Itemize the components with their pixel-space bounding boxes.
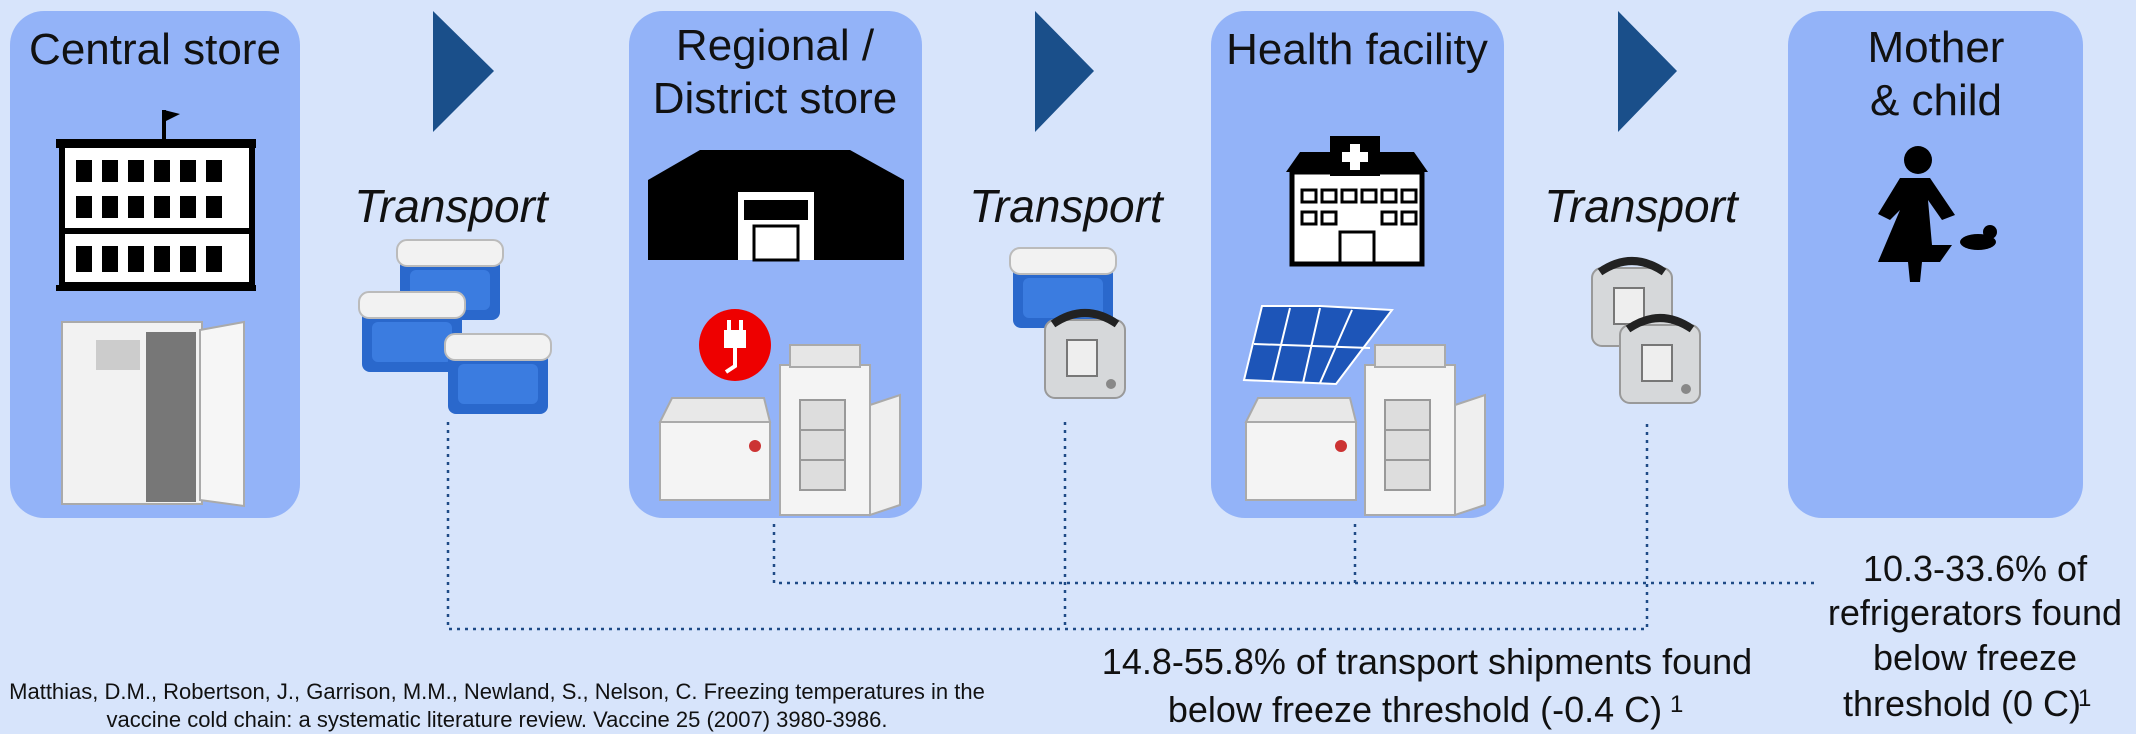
power-icon xyxy=(699,309,771,381)
stage-title: & child xyxy=(1870,76,2002,125)
footnote-mark: 1 xyxy=(2078,685,2091,712)
clinic-icon xyxy=(1286,136,1428,264)
connector xyxy=(774,524,1818,583)
stage-title: Mother xyxy=(1868,23,2005,72)
cold-room-icon xyxy=(62,322,244,506)
transport-label: Transport xyxy=(1544,180,1740,232)
arrow xyxy=(1035,11,1094,132)
citation: Matthias, D.M., Robertson, J., Garrison,… xyxy=(9,679,985,704)
transport-label: Transport xyxy=(354,180,550,232)
footnote-mark: 1 xyxy=(1670,691,1683,718)
arrow xyxy=(1618,11,1677,132)
annotation: refrigerators found xyxy=(1828,592,2122,633)
citation: vaccine cold chain: a systematic literat… xyxy=(106,707,887,732)
freezer-icon xyxy=(1246,398,1356,500)
transport-label: Transport xyxy=(969,180,1165,232)
page: {"stages": [ {"title": ["Central store"]… xyxy=(0,0,2136,734)
annotation: threshold (0 C) xyxy=(1843,683,2081,724)
stage-title: Central store xyxy=(29,25,281,74)
cooler-icon xyxy=(445,334,551,414)
freezer-icon xyxy=(660,398,770,500)
annotation: below freeze xyxy=(1873,637,2077,678)
annotation: 10.3-33.6% of xyxy=(1863,548,2088,589)
annotation: below freeze threshold (-0.4 C) xyxy=(1168,689,1662,730)
diagram: Central store Regional / District store … xyxy=(0,0,2136,734)
stage-title: Regional / xyxy=(676,21,875,70)
stage-title: Health facility xyxy=(1226,25,1488,74)
coldbox-icon xyxy=(1620,318,1700,403)
coldbox-icon xyxy=(1045,313,1125,398)
stage-title: District store xyxy=(653,74,897,123)
annotation: 14.8-55.8% of transport shipments found xyxy=(1102,641,1752,682)
arrow xyxy=(433,11,494,132)
warehouse-icon xyxy=(648,150,904,260)
